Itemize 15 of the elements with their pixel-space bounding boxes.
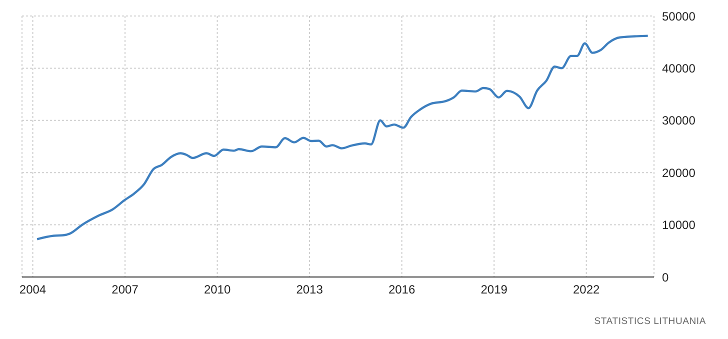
y-tick-label: 10000 xyxy=(662,218,696,232)
x-tick-label: 2010 xyxy=(204,282,231,297)
line-series xyxy=(36,34,649,240)
x-tick-label: 2013 xyxy=(296,282,324,297)
y-tick-label: 50000 xyxy=(662,9,696,24)
x-tick-label: 2004 xyxy=(19,282,46,297)
text: STATISTICS LITHUANIA xyxy=(594,316,706,327)
y-tick-label: 30000 xyxy=(662,114,696,128)
y-tick-label: 40000 xyxy=(662,61,696,76)
y-tick-label: 20000 xyxy=(662,166,696,180)
y-tick-label: 0 xyxy=(662,270,669,284)
x-tick-label: 2019 xyxy=(480,282,508,297)
x-tick-label: 2016 xyxy=(388,282,416,297)
x-tick-label: 2022 xyxy=(572,282,600,297)
x-tick-label: 2007 xyxy=(112,282,139,297)
